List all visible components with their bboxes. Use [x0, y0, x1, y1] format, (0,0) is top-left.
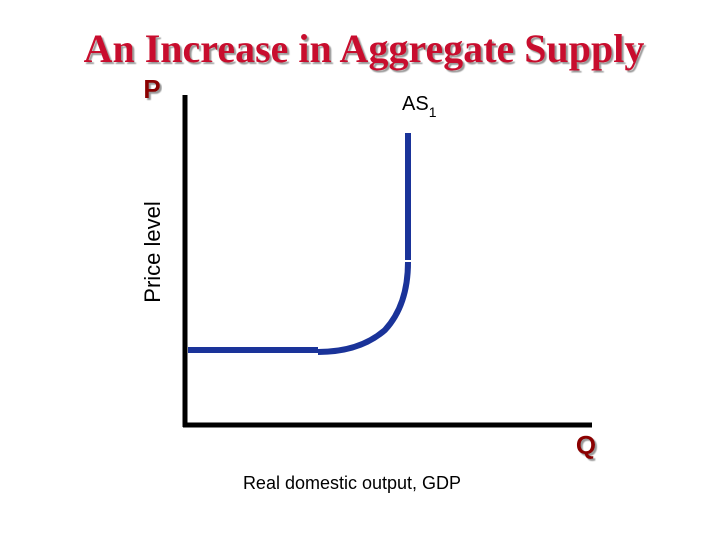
y-axis-label: Price level: [140, 201, 165, 302]
curve-subscript: 1: [429, 104, 437, 120]
title: An Increase in Aggregate Supply: [84, 26, 645, 71]
curve-name: AS: [402, 93, 429, 115]
as-curve: [188, 133, 411, 355]
y-axis-symbol: P: [143, 74, 160, 104]
curve-label: AS1: [402, 93, 437, 120]
x-axis-label: Real domestic output, GDP: [243, 473, 461, 493]
x-axis-symbol: Q: [576, 430, 596, 460]
